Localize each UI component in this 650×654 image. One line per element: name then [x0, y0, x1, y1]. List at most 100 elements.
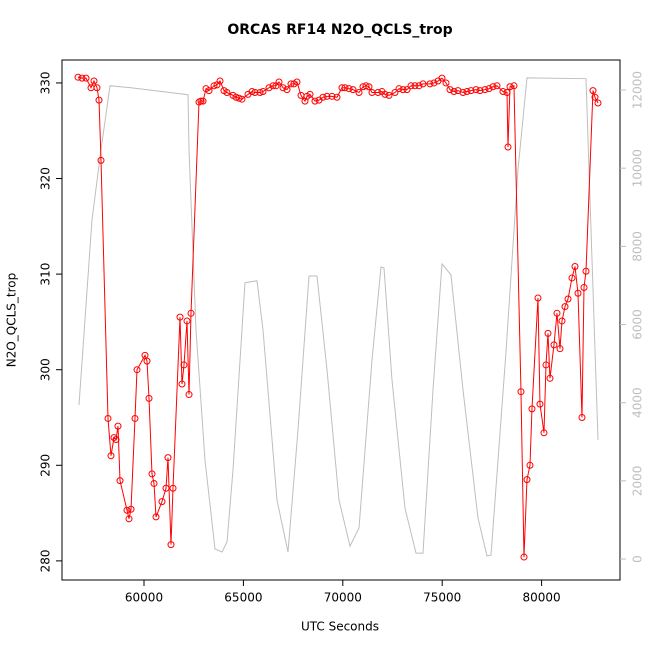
- chart-title: ORCAS RF14 N2O_QCLS_trop: [227, 22, 452, 38]
- data-point: [248, 88, 256, 96]
- data-point: [293, 78, 301, 86]
- x-tick-label: 80000: [523, 591, 561, 605]
- y2-tick-label: 12000: [631, 71, 645, 109]
- data-point: [534, 294, 542, 302]
- data-point: [526, 461, 534, 469]
- data-point: [571, 262, 579, 270]
- data-point: [481, 86, 489, 94]
- y2-tick-label: 6000: [631, 309, 645, 340]
- data-point: [164, 454, 172, 462]
- data-point: [205, 87, 213, 95]
- data-point: [97, 156, 105, 164]
- data-point: [568, 274, 576, 282]
- data-point: [438, 74, 446, 82]
- y-axis-label: N2O_QCLS_trop: [5, 273, 19, 368]
- data-point: [116, 477, 124, 485]
- data-point: [167, 541, 175, 549]
- data-point: [180, 361, 188, 369]
- data-point: [107, 452, 115, 460]
- data-point: [338, 84, 346, 92]
- data-point: [365, 83, 373, 91]
- data-point: [152, 513, 160, 521]
- plot-frame: [61, 59, 621, 581]
- data-point: [399, 86, 407, 94]
- data-point: [355, 89, 363, 96]
- y2-tick-label: 8000: [631, 231, 645, 262]
- data-point: [582, 267, 590, 275]
- data-point: [553, 309, 561, 317]
- data-point: [178, 380, 186, 388]
- data-point: [374, 89, 382, 96]
- data-point: [133, 366, 141, 374]
- data-point: [169, 484, 177, 492]
- data-point: [395, 85, 403, 93]
- data-point: [311, 97, 319, 105]
- y2-tick-label: 10000: [631, 149, 645, 187]
- y2-tick-label: 4000: [631, 387, 645, 418]
- data-point: [210, 82, 218, 90]
- data-point: [528, 405, 536, 413]
- data-point: [403, 86, 411, 94]
- data-point: [450, 88, 458, 96]
- data-point: [275, 78, 283, 86]
- data-point: [328, 92, 336, 100]
- y-tick-label: 320: [39, 167, 53, 190]
- data-point: [162, 484, 170, 492]
- data-point: [143, 357, 151, 365]
- data-point: [430, 79, 438, 87]
- data-point: [594, 99, 602, 107]
- data-point: [561, 303, 569, 311]
- data-line: [78, 77, 599, 557]
- data-point: [223, 89, 231, 96]
- data-point: [385, 91, 393, 99]
- data-point: [125, 515, 133, 523]
- data-point: [489, 83, 497, 91]
- y-tick-label: 310: [39, 263, 53, 286]
- data-point: [114, 422, 122, 430]
- data-point: [199, 97, 207, 105]
- y-tick-label: 290: [39, 454, 53, 477]
- data-point: [150, 479, 158, 487]
- data-point: [269, 82, 277, 90]
- data-point: [185, 391, 193, 399]
- data-point: [381, 90, 389, 98]
- data-point: [574, 289, 582, 297]
- data-point: [510, 82, 518, 90]
- data-point: [520, 553, 528, 561]
- data-point: [251, 89, 259, 96]
- data-point: [362, 82, 370, 90]
- data-point: [256, 89, 264, 96]
- data-point: [93, 84, 101, 92]
- y-tick-label: 330: [39, 71, 53, 94]
- data-point: [232, 93, 240, 101]
- data-point: [415, 82, 423, 90]
- data-point: [503, 89, 511, 96]
- data-point: [283, 86, 291, 94]
- data-point: [536, 400, 544, 408]
- data-point: [467, 87, 475, 95]
- data-point: [90, 77, 98, 85]
- data-point: [564, 295, 572, 303]
- data-point: [493, 82, 501, 90]
- data-point: [419, 80, 427, 88]
- y-tick-label: 300: [39, 358, 53, 381]
- data-point: [349, 86, 357, 94]
- data-point: [183, 317, 191, 325]
- data-point: [238, 95, 246, 103]
- data-point: [558, 317, 566, 325]
- data-point: [216, 77, 224, 85]
- x-tick-label: 70000: [324, 591, 362, 605]
- data-point: [506, 83, 514, 91]
- data-point: [187, 309, 195, 317]
- data-point: [459, 89, 467, 96]
- y2-tick-label: 0: [631, 555, 645, 563]
- data-point: [235, 94, 243, 102]
- x-tick-label: 65000: [224, 591, 262, 605]
- data-point: [279, 84, 287, 92]
- data-point: [259, 88, 267, 96]
- y2-tick-label: 2000: [631, 466, 645, 497]
- data-point: [112, 435, 120, 443]
- data-point: [287, 80, 295, 88]
- x-axis-label: UTC Seconds: [301, 620, 379, 634]
